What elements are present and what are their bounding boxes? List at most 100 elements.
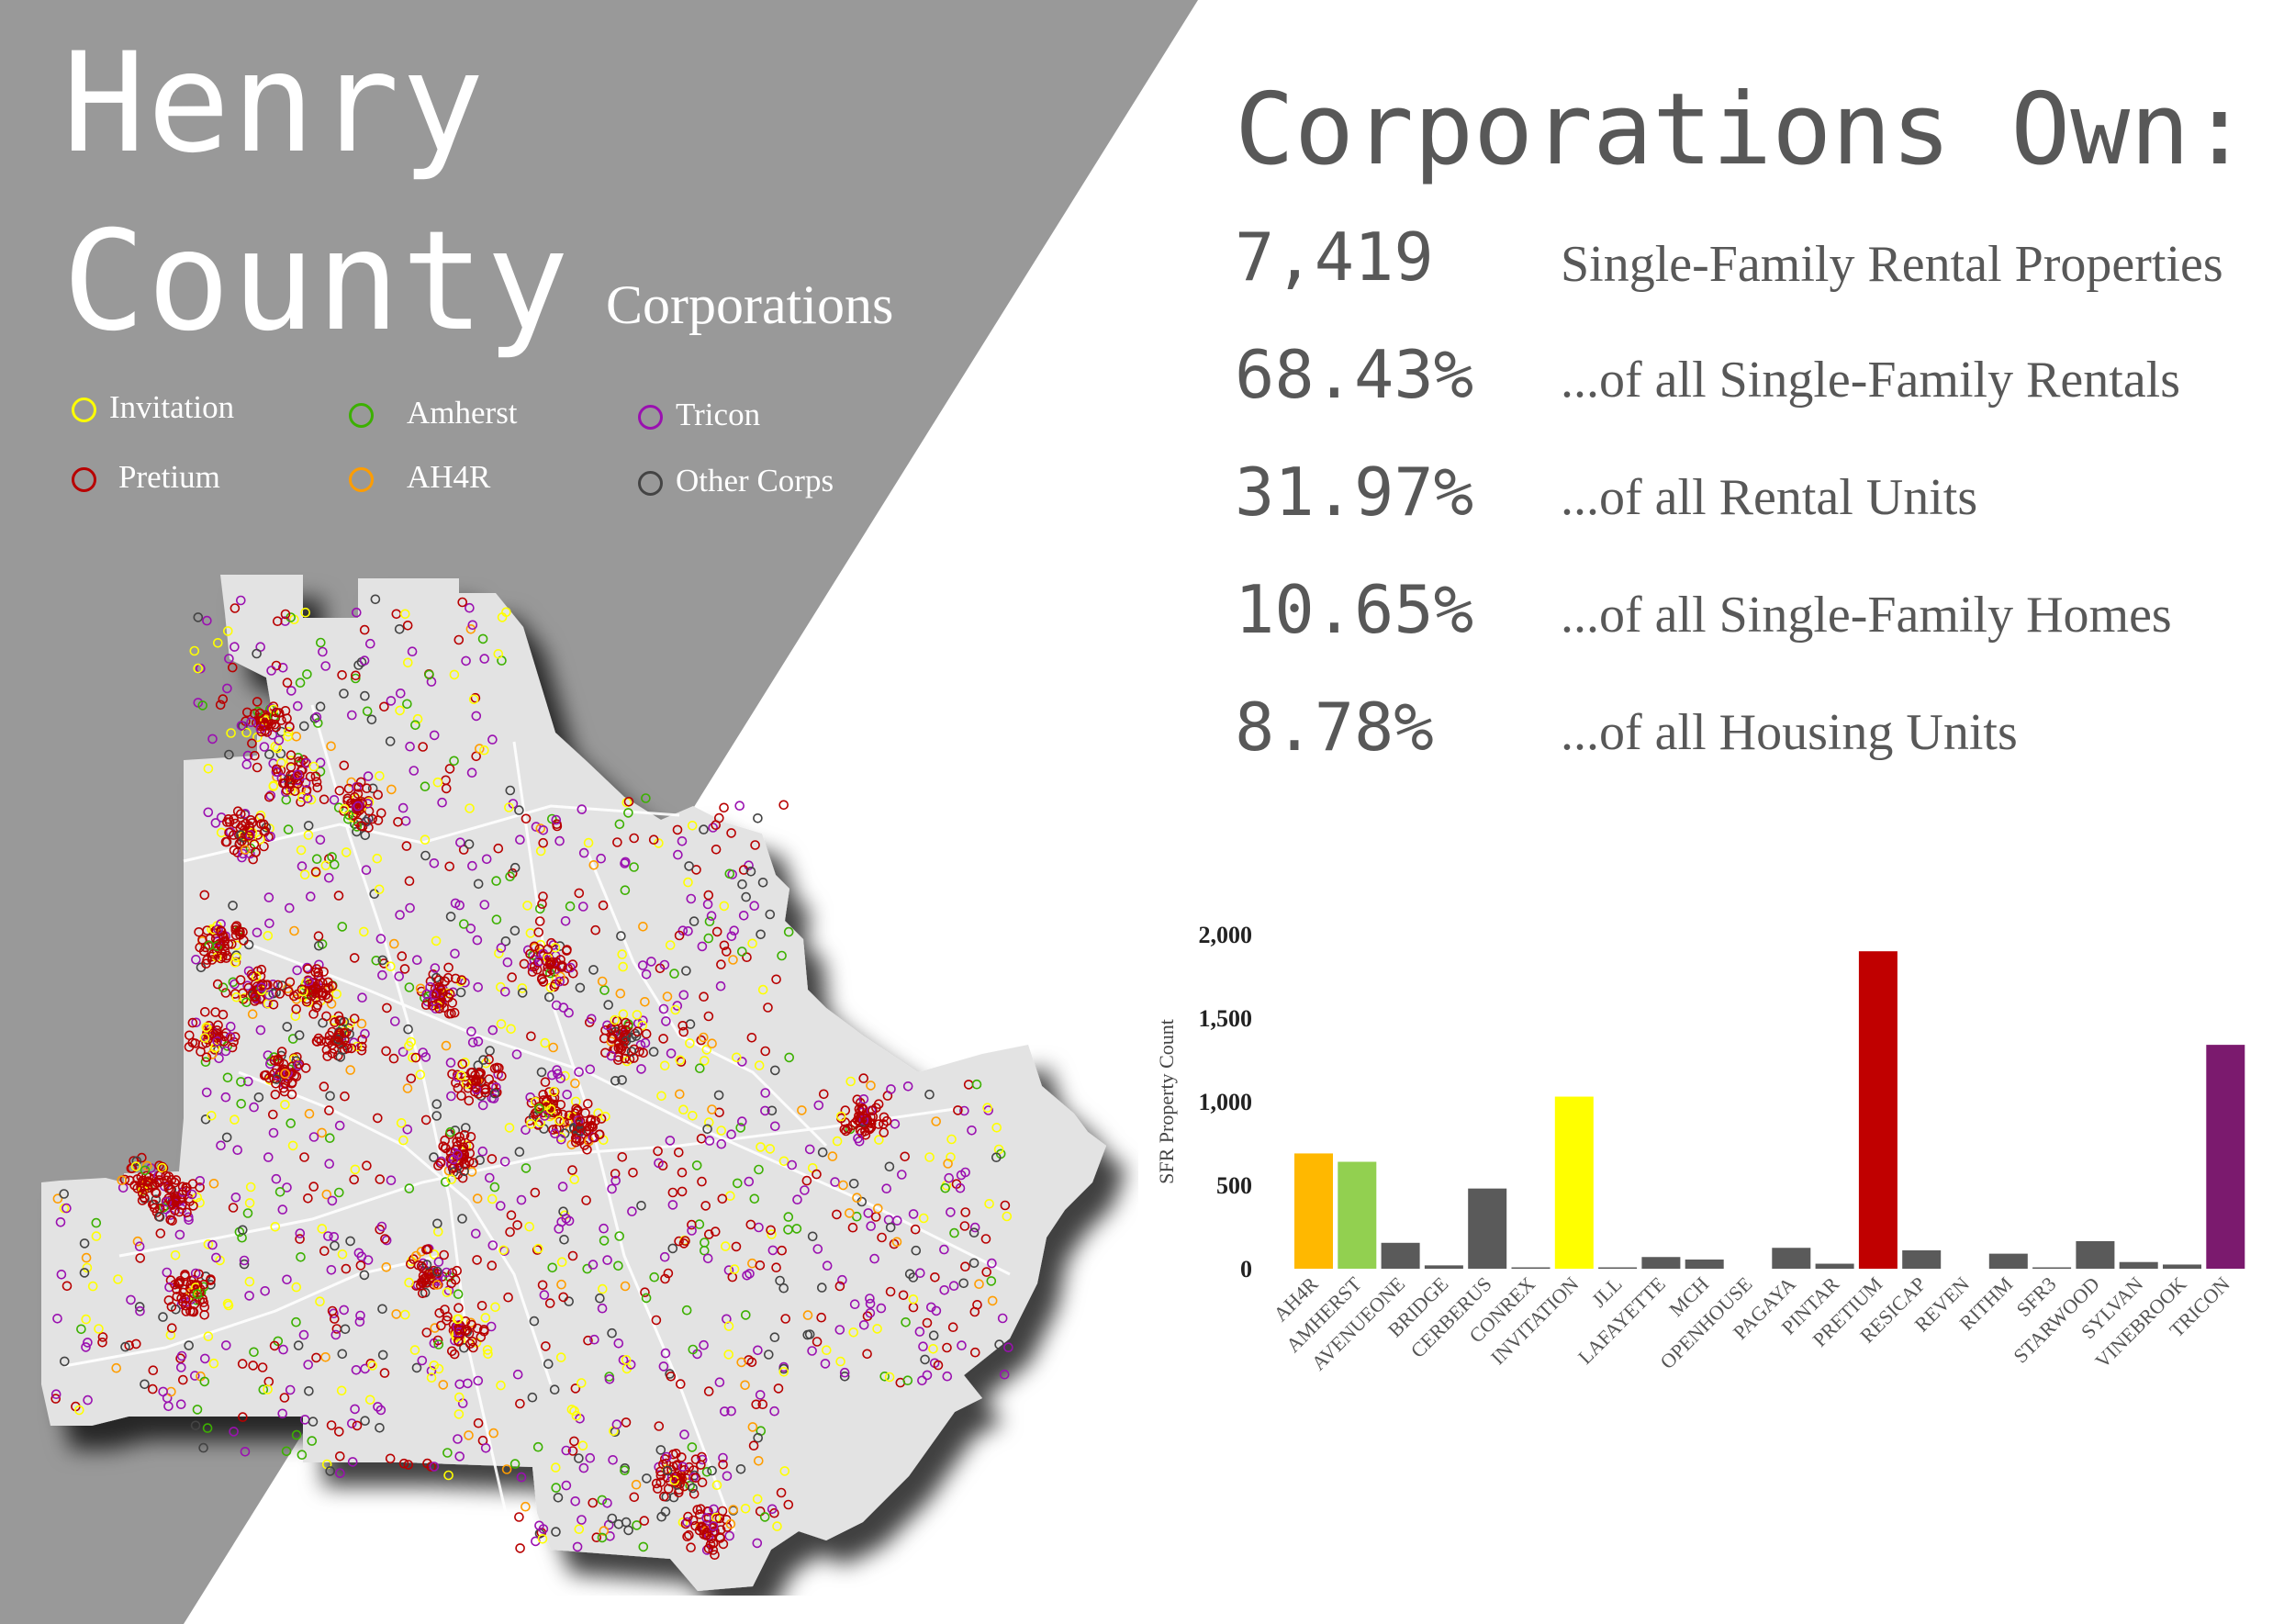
property-dot [778, 1282, 789, 1294]
property-dot [453, 634, 465, 645]
property-dot [602, 1498, 612, 1508]
property-dot [337, 1349, 348, 1360]
property-dot [599, 1236, 610, 1246]
property-dot [376, 1221, 387, 1232]
property-dot [885, 1222, 896, 1233]
property-dot [672, 1460, 683, 1470]
property-dot [849, 1299, 860, 1310]
property-dot [476, 1300, 487, 1311]
property-dot [620, 1465, 630, 1476]
property-dot [491, 914, 502, 925]
property-dot [480, 1442, 491, 1453]
property-dot [660, 1348, 671, 1359]
property-dot [395, 689, 406, 699]
property-dot [208, 1358, 219, 1369]
property-dot [317, 1224, 328, 1234]
property-dot [351, 607, 362, 618]
property-dot [473, 981, 484, 992]
property-dot [296, 845, 307, 856]
property-dot [367, 783, 378, 794]
property-dot [478, 1055, 488, 1065]
property-dot [455, 837, 465, 848]
property-dot [607, 1513, 618, 1524]
property-dot [412, 713, 423, 724]
property-dot [729, 1264, 740, 1274]
property-dot [677, 1462, 688, 1473]
property-dot [646, 957, 656, 967]
property-dot [702, 1253, 713, 1264]
property-dot [569, 1406, 579, 1417]
property-dot [660, 1506, 671, 1517]
property-dot [465, 1148, 476, 1159]
property-dot [268, 701, 279, 711]
property-dot [359, 1270, 370, 1281]
property-dot [599, 985, 610, 995]
property-dot [655, 1445, 666, 1455]
property-dot [346, 1418, 357, 1428]
property-dot [402, 1124, 413, 1135]
property-dot [329, 1314, 340, 1324]
property-dot [673, 1147, 684, 1158]
property-dot [182, 1207, 192, 1218]
property-dot [223, 1300, 234, 1311]
property-dot [293, 1340, 304, 1350]
property-dot [480, 1313, 491, 1323]
property-dot [898, 1290, 909, 1301]
property-dot [236, 721, 247, 731]
property-dot [835, 1111, 846, 1122]
property-dot [346, 1043, 357, 1054]
property-dot [708, 823, 719, 833]
property-dot [304, 1385, 314, 1396]
property-dot [181, 1182, 191, 1193]
property-dot [745, 1219, 756, 1230]
property-dot [301, 993, 312, 1004]
property-dot [677, 1020, 688, 1031]
property-dot [297, 1450, 308, 1461]
property-dot [405, 902, 415, 913]
property-dot [470, 692, 481, 703]
property-dot [984, 1198, 994, 1209]
property-dot [327, 852, 337, 862]
property-dot [512, 1369, 523, 1380]
property-dot [720, 1241, 731, 1251]
property-dot [59, 1356, 70, 1367]
property-dot [300, 607, 311, 618]
property-dot [315, 637, 326, 648]
property-dot [420, 1114, 431, 1126]
property-dot [544, 1298, 555, 1308]
property-dot [957, 1340, 967, 1350]
property-dot [597, 1283, 608, 1294]
property-dot [546, 1099, 556, 1109]
property-dot [137, 1178, 147, 1189]
property-dot [473, 1036, 484, 1047]
property-dot [599, 1526, 610, 1536]
property-dot [207, 734, 218, 745]
property-dot [200, 1353, 210, 1364]
property-dot [817, 1147, 828, 1158]
property-dot [839, 1124, 850, 1135]
property-dot [615, 988, 626, 999]
property-dot [691, 1160, 702, 1170]
property-dot [457, 1214, 467, 1224]
property-dot [651, 1478, 662, 1489]
property-dot [922, 1317, 933, 1328]
property-dot [431, 1280, 442, 1290]
property-dot [285, 1118, 297, 1128]
property-dot [329, 794, 340, 805]
property-dot [274, 1186, 285, 1197]
property-dot [236, 809, 246, 820]
property-dot [334, 1028, 345, 1038]
property-dot [740, 1380, 750, 1391]
property-dot [388, 938, 399, 949]
property-dot [430, 1323, 441, 1333]
property-dot [877, 1232, 887, 1243]
property-dot [456, 975, 467, 985]
property-dot [200, 1006, 210, 1017]
property-dot [221, 1132, 232, 1143]
property-dot [247, 738, 257, 749]
property-dot [211, 1252, 221, 1263]
property-dot [710, 1526, 720, 1537]
property-dot [548, 1042, 559, 1053]
property-dot [311, 777, 322, 787]
property-dot [367, 1361, 378, 1371]
